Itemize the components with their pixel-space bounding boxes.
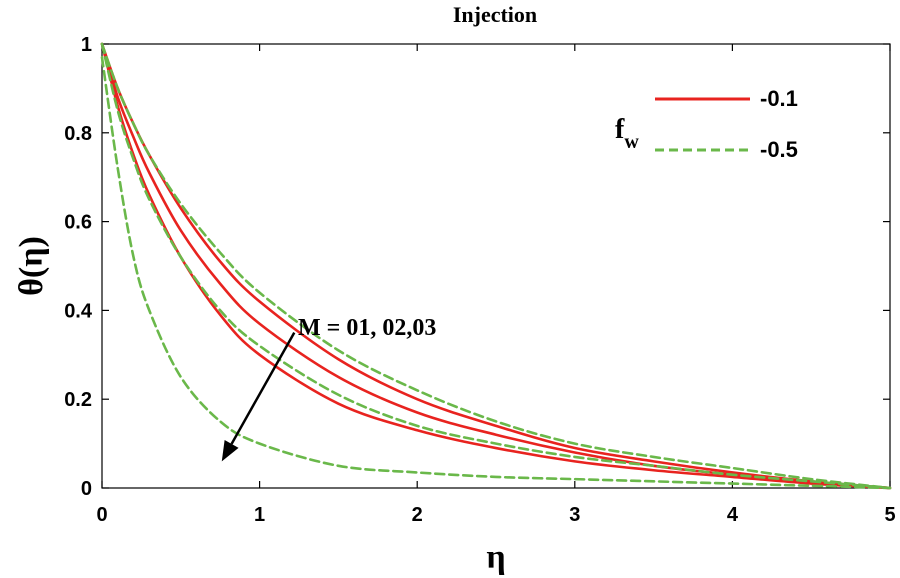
legend-label-fw-0.1: -0.1 xyxy=(760,86,798,111)
x-axis-label: η xyxy=(486,539,505,576)
chart-title: Injection xyxy=(453,2,537,27)
legend: fw -0.1 -0.5 xyxy=(615,86,798,162)
y-tick-labels: 0 0.2 0.4 0.6 0.8 1 xyxy=(64,34,93,500)
y-tick-label: 0.4 xyxy=(64,300,93,322)
series-line-2 xyxy=(100,42,892,490)
x-tick-label: 4 xyxy=(727,504,739,526)
y-axis-label: θ(η) xyxy=(13,236,50,296)
plot-area xyxy=(100,42,892,490)
x-tick-labels: 0 1 2 3 4 5 xyxy=(96,504,895,526)
series-lines xyxy=(100,42,892,490)
x-tick-label: 3 xyxy=(569,504,580,526)
x-tick-label: 0 xyxy=(96,504,107,526)
x-tick-label: 5 xyxy=(884,504,895,526)
series-line-3 xyxy=(100,42,892,490)
y-tick-label: 0.6 xyxy=(64,212,92,234)
y-tick-label: 0.8 xyxy=(64,123,92,145)
series-line-6 xyxy=(100,56,892,490)
series-line-4 xyxy=(100,42,892,490)
annotation-text: M = 01, 02,03 xyxy=(298,315,436,341)
x-tick-label: 1 xyxy=(254,504,265,526)
arrow-head xyxy=(221,440,239,462)
y-tick-label: 0.2 xyxy=(64,389,92,411)
y-tick-label: 0 xyxy=(81,478,92,500)
y-tick-label: 1 xyxy=(81,34,92,56)
annotation-arrow xyxy=(221,331,296,462)
legend-title-main: f xyxy=(615,114,625,145)
legend-title: fw xyxy=(615,114,639,153)
legend-title-subscript: w xyxy=(624,131,639,153)
legend-label-fw-0.5: -0.5 xyxy=(760,137,798,162)
arrow-shaft xyxy=(230,331,296,445)
x-tick-label: 2 xyxy=(412,504,423,526)
